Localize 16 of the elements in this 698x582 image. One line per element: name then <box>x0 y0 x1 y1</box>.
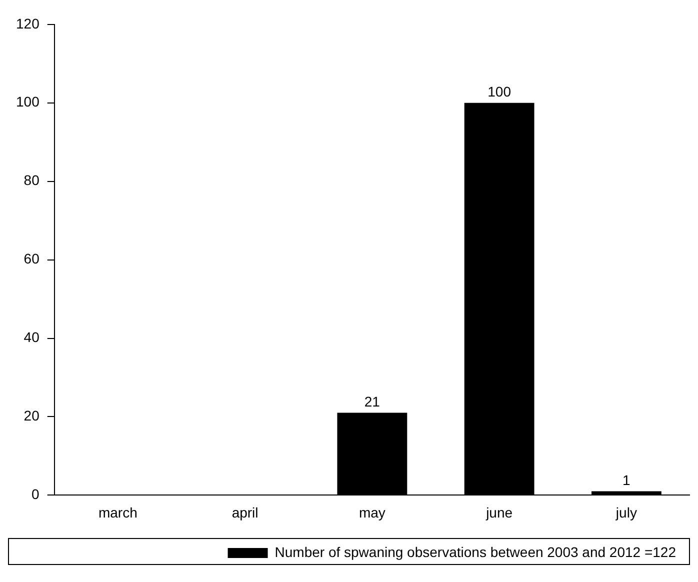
data-label: 1 <box>622 472 631 488</box>
y-tick-label: 120 <box>16 15 40 32</box>
data-label: 100 <box>488 84 512 100</box>
y-tick-label: 0 <box>32 486 40 502</box>
x-tick-label: june <box>485 504 513 520</box>
x-tick-label: april <box>232 504 258 520</box>
legend-label: Number of spwaning observations between 2003 and 2012 =122 <box>274 544 676 560</box>
x-tick-label: march <box>98 504 138 520</box>
data-label: 21 <box>364 394 380 410</box>
x-tick-label: july <box>614 504 637 520</box>
x-tick-label: may <box>358 504 386 520</box>
y-tick-label: 60 <box>24 250 40 267</box>
y-tick-label: 100 <box>16 94 40 110</box>
y-tick-label: 80 <box>24 172 40 188</box>
y-tick-label: 40 <box>24 329 40 346</box>
y-tick-label: 20 <box>24 408 40 424</box>
